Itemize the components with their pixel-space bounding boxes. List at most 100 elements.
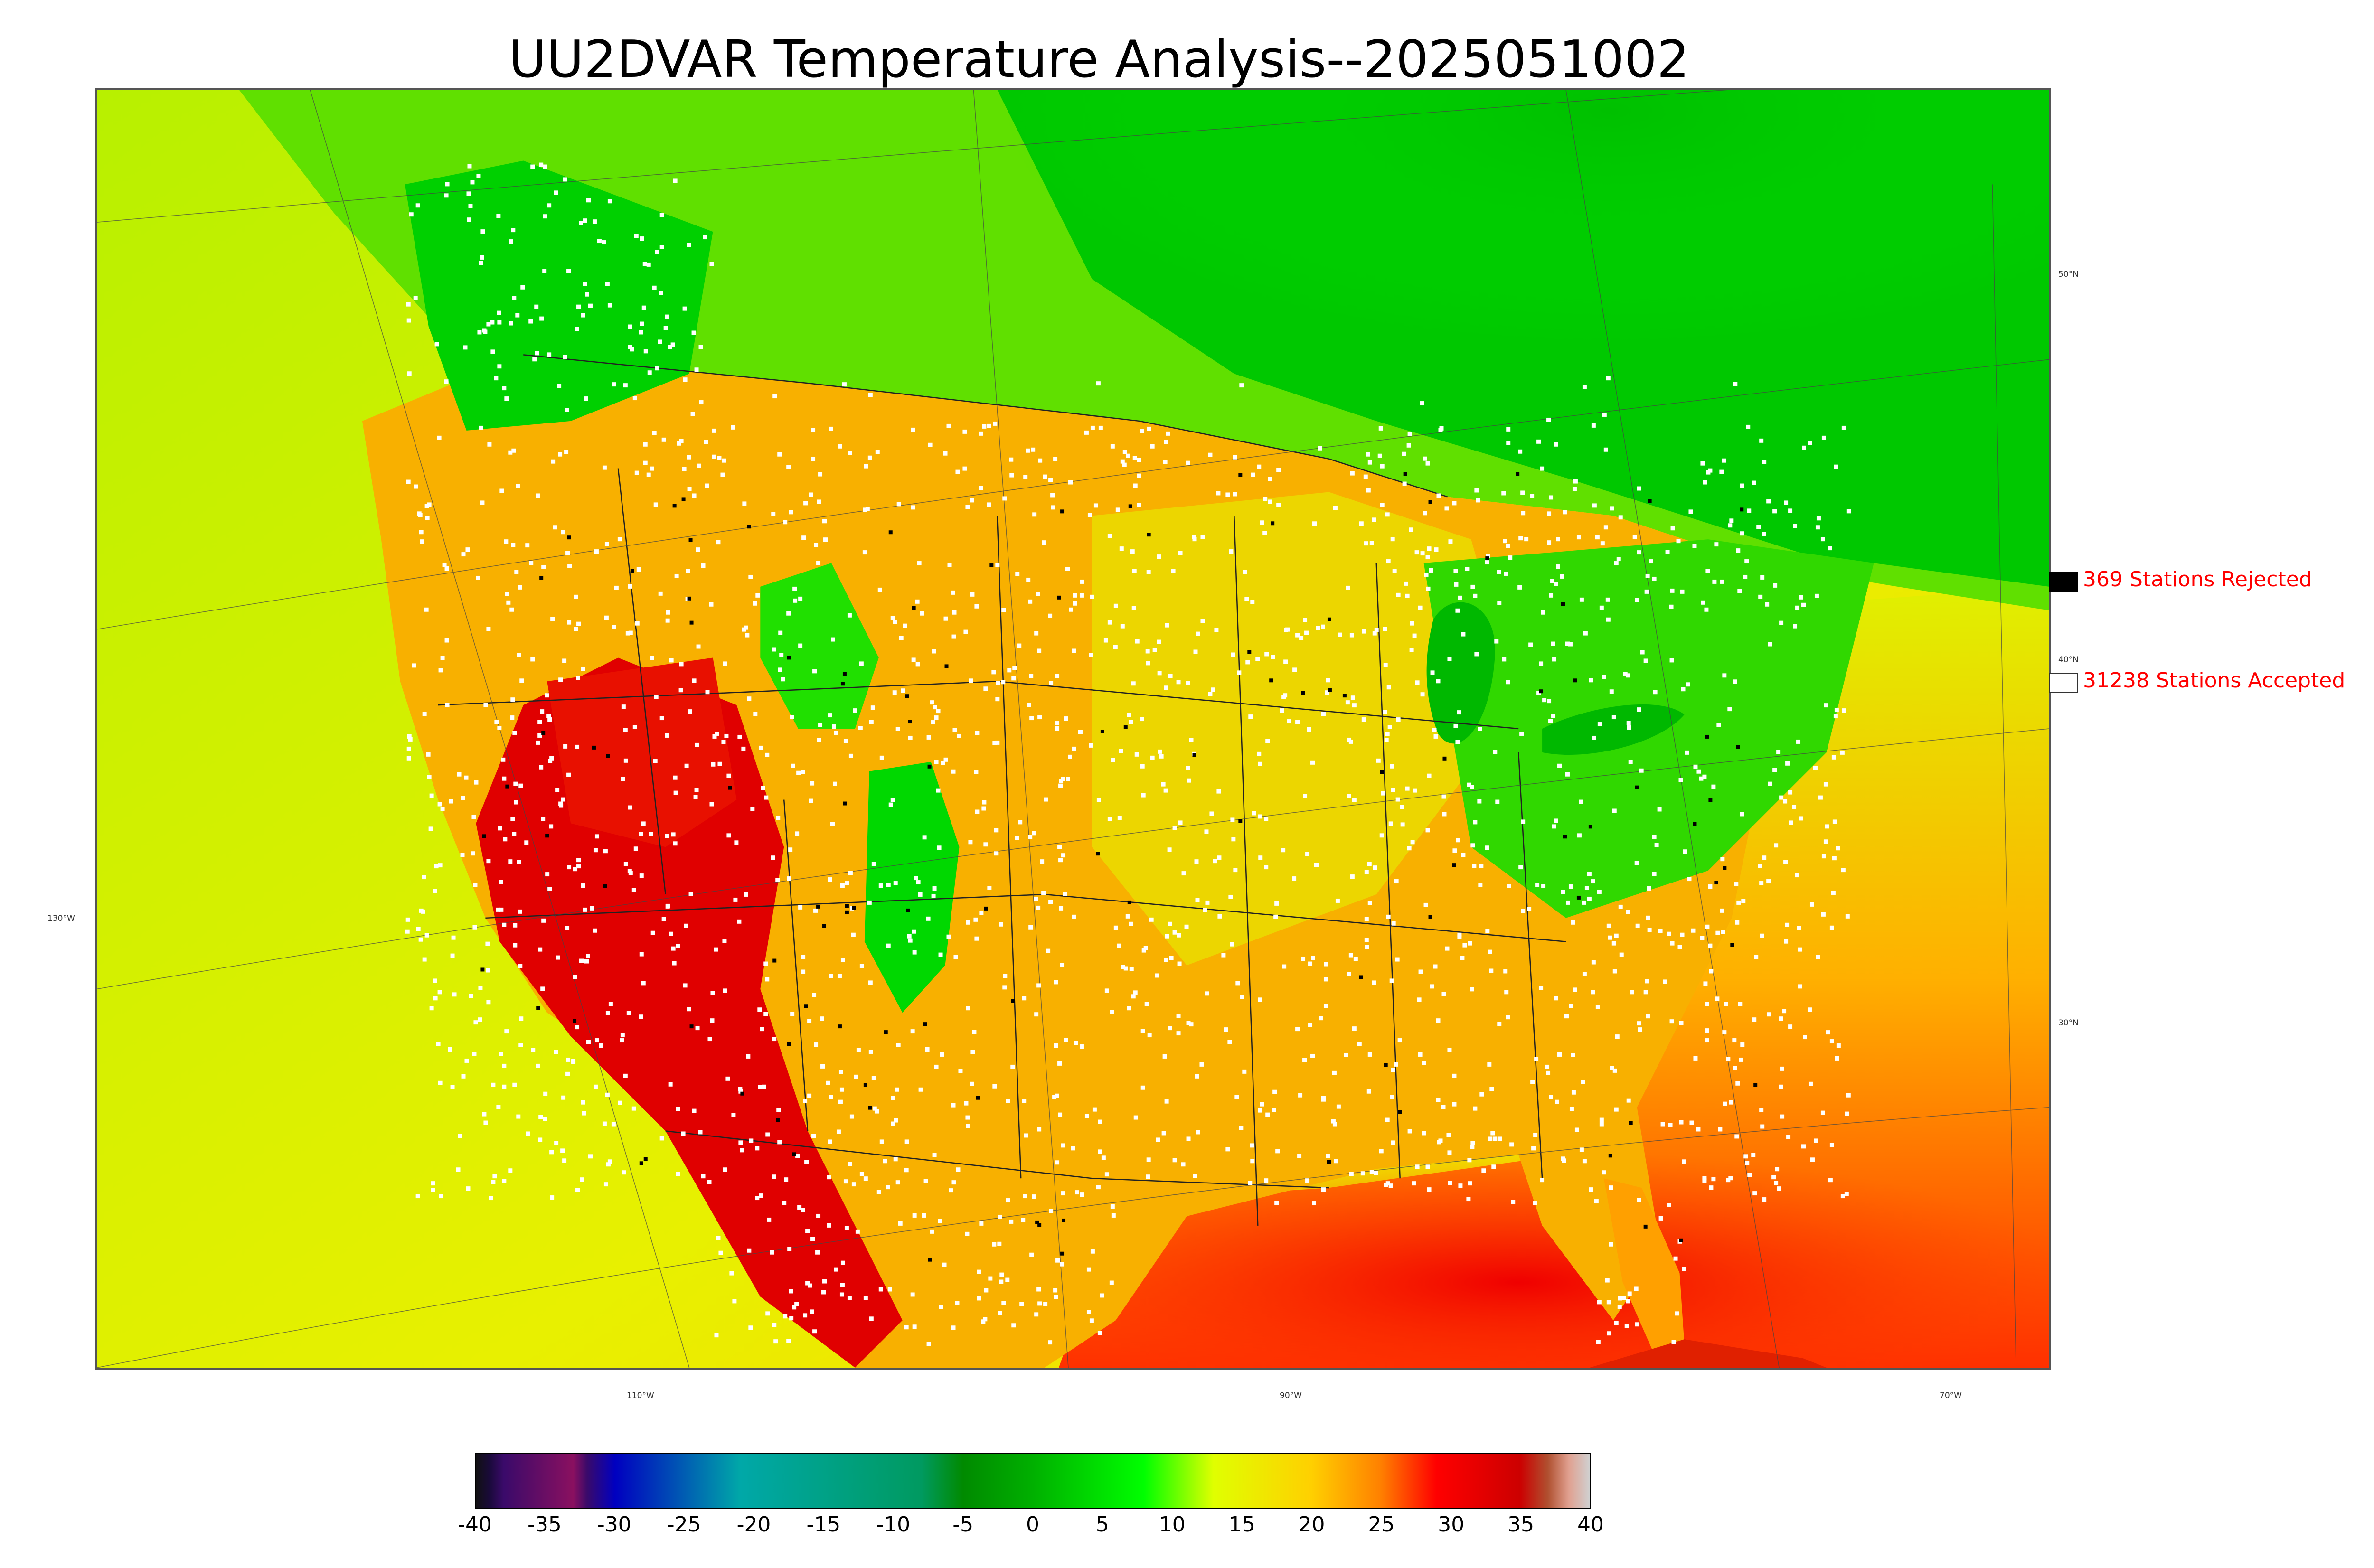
accepted-station <box>1084 430 1089 435</box>
accepted-station <box>871 1076 876 1080</box>
accepted-station <box>1521 909 1526 913</box>
rejected-station <box>1060 509 1065 514</box>
accepted-station <box>490 320 495 325</box>
accepted-station <box>1626 1098 1631 1103</box>
accepted-swatch <box>2049 673 2078 693</box>
accepted-station <box>603 1182 608 1187</box>
accepted-station <box>1036 905 1041 910</box>
accepted-station <box>1165 934 1169 939</box>
accepted-station <box>1478 883 1483 888</box>
accepted-station <box>1722 1030 1727 1035</box>
accepted-station <box>1346 585 1350 590</box>
accepted-station <box>1792 805 1797 809</box>
accepted-station <box>1614 933 1619 938</box>
accepted-station <box>529 561 534 565</box>
accepted-station <box>541 565 546 569</box>
rejected-station <box>482 834 486 838</box>
accepted-station <box>717 761 722 766</box>
accepted-station <box>1369 1170 1374 1174</box>
temperature-map[interactable] <box>95 88 2051 1370</box>
accepted-station <box>1390 537 1395 542</box>
accepted-station <box>912 950 917 955</box>
accepted-station <box>1424 572 1429 577</box>
accepted-station <box>1117 816 1122 820</box>
accepted-station <box>1461 853 1466 857</box>
accepted-station <box>789 510 793 515</box>
accepted-station <box>1420 401 1424 406</box>
rejected-station <box>687 596 691 601</box>
accepted-station <box>420 539 424 544</box>
rejected-station <box>842 672 847 676</box>
accepted-station <box>1741 899 1746 903</box>
accepted-station <box>486 322 491 327</box>
rejected-station <box>1679 1238 1683 1242</box>
accepted-station <box>502 1179 507 1183</box>
accepted-station <box>1518 536 1523 541</box>
colorbar-tick-label: -15 <box>806 1512 841 1537</box>
accepted-station <box>1705 1002 1709 1006</box>
accepted-station <box>1665 550 1670 554</box>
great-lakes <box>1426 602 1495 744</box>
accepted-station <box>565 1071 570 1076</box>
rejected-station <box>1643 1224 1648 1229</box>
accepted-station <box>1423 511 1427 516</box>
rejected-station <box>1588 825 1592 829</box>
accepted-station <box>1627 725 1631 730</box>
accepted-station <box>1468 941 1472 946</box>
accepted-station <box>988 1276 993 1281</box>
accepted-station <box>764 795 769 800</box>
accepted-station <box>805 1229 810 1233</box>
accepted-station <box>1383 710 1387 714</box>
rejected-station <box>689 620 694 625</box>
accepted-station <box>1844 1192 1849 1196</box>
accepted-station <box>1037 1127 1042 1132</box>
lon-label-70w: 70°W <box>1940 1391 1962 1400</box>
rejected-station <box>984 906 988 911</box>
accepted-station <box>1194 859 1199 864</box>
accepted-station <box>939 1305 943 1309</box>
accepted-station <box>1647 928 1652 932</box>
accepted-station <box>1221 953 1226 958</box>
rejected-station <box>1705 734 1709 739</box>
accepted-station <box>1703 480 1707 485</box>
accepted-station <box>599 1043 603 1048</box>
accepted-station <box>659 716 664 721</box>
accepted-station <box>1407 846 1412 851</box>
rejected-station <box>1442 756 1447 761</box>
accepted-station <box>1069 607 1073 612</box>
accepted-station <box>1321 1187 1326 1192</box>
accepted-station <box>722 939 727 943</box>
accepted-station <box>1107 620 1112 625</box>
accepted-station <box>1022 1099 1027 1103</box>
accepted-station <box>496 907 500 912</box>
accepted-station <box>628 584 632 589</box>
accepted-station <box>543 214 547 219</box>
accepted-station <box>593 848 598 853</box>
accepted-station <box>1117 943 1121 948</box>
accepted-station <box>1614 561 1619 566</box>
accepted-station <box>1280 708 1284 713</box>
accepted-station <box>663 326 668 330</box>
accepted-station <box>565 926 570 930</box>
accepted-station <box>1366 1089 1371 1094</box>
accepted-station <box>1637 1198 1641 1202</box>
accepted-station <box>686 569 690 573</box>
accepted-station <box>815 1250 820 1255</box>
accepted-station <box>922 1213 926 1218</box>
accepted-station <box>1799 595 1804 600</box>
rejected-station <box>672 504 677 508</box>
accepted-station <box>588 1154 593 1159</box>
rejected-swatch <box>2049 572 2078 592</box>
accepted-station <box>1645 573 1650 578</box>
accepted-station <box>953 955 958 959</box>
accepted-station <box>1569 1004 1573 1008</box>
accepted-station <box>1595 1005 1600 1009</box>
accepted-station <box>532 357 537 362</box>
accepted-station <box>1038 458 1043 463</box>
accepted-station <box>1250 600 1255 604</box>
accepted-station <box>1048 478 1053 482</box>
accepted-station <box>429 1006 434 1011</box>
accepted-station <box>518 964 523 968</box>
accepted-station <box>1131 681 1136 686</box>
accepted-station <box>1549 1095 1554 1099</box>
